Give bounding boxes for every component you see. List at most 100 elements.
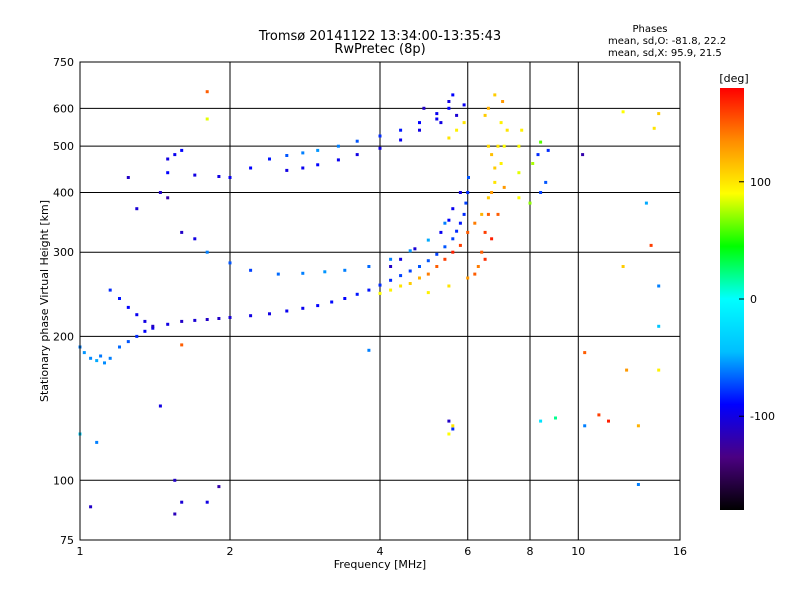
data-point xyxy=(517,171,521,175)
data-point xyxy=(399,284,403,288)
data-point xyxy=(82,351,86,355)
data-point xyxy=(473,221,477,225)
data-point xyxy=(480,250,484,254)
data-point xyxy=(502,185,506,189)
data-point xyxy=(439,121,443,125)
data-point xyxy=(367,348,371,352)
data-point xyxy=(496,144,500,148)
data-point xyxy=(143,329,147,333)
data-point xyxy=(447,218,451,222)
y-tick-labels: 75 100 200 300 400 500 600 750 xyxy=(53,56,74,547)
data-point xyxy=(458,191,462,194)
x-tick-label: 16 xyxy=(673,545,687,558)
data-point xyxy=(657,324,661,328)
data-point xyxy=(89,505,93,509)
data-point xyxy=(330,300,334,304)
data-point xyxy=(205,117,209,121)
data-point xyxy=(455,113,459,117)
data-point xyxy=(151,324,155,328)
data-point xyxy=(621,110,625,114)
colorbar-tick-label: 0 xyxy=(750,293,757,306)
x-tick-label: 1 xyxy=(77,545,84,558)
data-point xyxy=(486,144,490,148)
data-point xyxy=(443,221,447,225)
data-point xyxy=(447,284,451,288)
x-tick-labels: 1 2 4 6 8 10 16 xyxy=(77,545,688,558)
y-tick-label: 750 xyxy=(53,56,74,69)
data-point xyxy=(426,291,430,295)
data-point xyxy=(135,313,139,317)
data-point xyxy=(636,424,640,428)
data-point xyxy=(158,404,162,408)
data-point xyxy=(502,144,506,148)
x-tick-label: 10 xyxy=(571,545,585,558)
data-point xyxy=(443,257,447,261)
data-point xyxy=(205,250,209,254)
data-point xyxy=(336,144,340,148)
data-point xyxy=(301,151,305,155)
data-point xyxy=(399,138,403,142)
data-point xyxy=(143,319,147,323)
data-point xyxy=(355,292,359,296)
data-point xyxy=(447,432,451,436)
data-point xyxy=(451,237,455,241)
data-point xyxy=(657,368,661,372)
data-point xyxy=(517,144,521,148)
data-point xyxy=(316,163,320,167)
data-point xyxy=(367,288,371,292)
data-point xyxy=(205,90,209,94)
data-point xyxy=(490,153,494,157)
data-point xyxy=(193,173,197,177)
data-point xyxy=(649,243,653,247)
data-point xyxy=(476,265,480,268)
data-point xyxy=(173,153,177,157)
data-point xyxy=(389,257,393,261)
data-point xyxy=(367,265,371,268)
data-point xyxy=(644,201,648,205)
data-point xyxy=(285,154,289,157)
phase-mean-o: mean, sd,O: -81.8, 22.2 xyxy=(608,36,726,47)
data-point xyxy=(636,483,640,486)
data-point xyxy=(486,106,490,110)
data-point xyxy=(126,176,130,179)
data-point xyxy=(228,176,232,179)
data-point xyxy=(418,265,421,268)
data-point xyxy=(268,312,271,316)
data-point xyxy=(501,100,505,103)
x-axis-label: Frequency [MHz] xyxy=(334,558,426,571)
data-point xyxy=(249,268,253,272)
data-point xyxy=(180,230,184,234)
data-point xyxy=(301,306,305,310)
colorbar-tick-label: 100 xyxy=(750,176,771,189)
data-point xyxy=(418,121,421,125)
data-point xyxy=(480,212,484,216)
y-tick-label: 200 xyxy=(53,330,74,343)
data-point xyxy=(439,230,443,234)
data-point xyxy=(422,106,426,110)
data-point xyxy=(399,128,403,132)
data-point xyxy=(483,113,487,117)
data-point xyxy=(166,196,170,200)
data-point xyxy=(413,247,417,251)
data-point xyxy=(455,128,459,132)
data-point xyxy=(135,207,139,211)
data-point xyxy=(426,272,430,276)
data-point xyxy=(173,478,177,482)
data-point xyxy=(652,126,656,130)
data-point xyxy=(597,413,601,417)
data-point xyxy=(228,261,232,265)
data-point xyxy=(462,121,466,125)
data-point xyxy=(466,276,470,280)
data-point xyxy=(458,221,462,225)
data-point xyxy=(389,265,393,268)
data-point xyxy=(490,237,494,241)
data-point xyxy=(435,112,439,116)
data-point xyxy=(389,288,393,292)
data-point xyxy=(499,121,503,125)
data-point xyxy=(180,319,184,323)
data-point xyxy=(343,268,347,272)
data-point xyxy=(166,322,170,326)
data-point xyxy=(217,175,221,178)
data-point xyxy=(166,171,170,175)
